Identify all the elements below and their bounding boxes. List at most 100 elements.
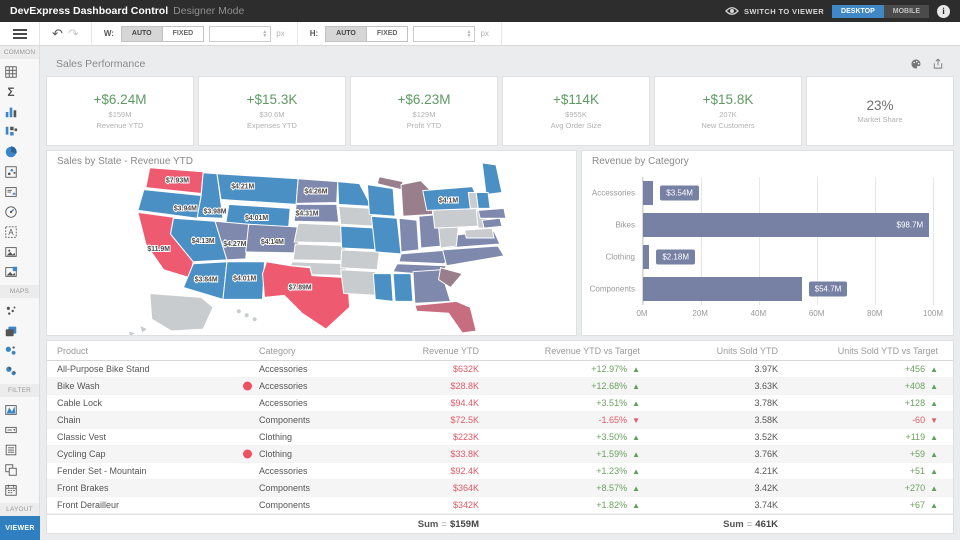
treeview-icon[interactable]	[2, 460, 20, 480]
cell-category: Clothing	[259, 432, 369, 442]
palette-icon[interactable]	[910, 58, 922, 70]
height-input[interactable]	[414, 26, 459, 41]
chart-bar-accessories[interactable]	[643, 181, 654, 205]
kpi-label: Market Share	[857, 115, 903, 124]
map-label: $4.21M	[231, 184, 254, 191]
desktop-button[interactable]: DESKTOP	[832, 4, 884, 18]
card-icon[interactable]	[2, 182, 20, 202]
date-filter-icon[interactable]	[2, 480, 20, 500]
info-button[interactable]: i	[937, 4, 950, 18]
state-wisconsin	[366, 184, 396, 217]
table-row[interactable]: Front Derailleur Components $342K +1.82% ▲ 3.…	[47, 497, 953, 514]
kpi-label: New Customers	[701, 121, 755, 130]
map-label: $3.94M	[174, 205, 197, 212]
kpi-sub-value: $30.6M	[259, 110, 285, 119]
map-title: Sales by State - Revenue YTD	[57, 156, 193, 167]
choropleth-map-icon[interactable]	[2, 321, 20, 341]
state-connecticut	[481, 217, 503, 229]
chart-category-label: Components	[589, 284, 635, 294]
cell-revenue-vs-target: +3.51% ▲	[479, 398, 640, 408]
height-spinner[interactable]: ▲ ▼	[466, 28, 472, 39]
state-texas	[262, 261, 351, 330]
cell-units-vs-target: +456 ▲	[778, 364, 938, 374]
pivot-sum-icon[interactable]: Σ	[7, 85, 15, 99]
width-fixed-button[interactable]: FIXED	[162, 25, 205, 42]
menu-button[interactable]	[0, 22, 40, 45]
cell-units-sold: 3.78K	[754, 398, 778, 408]
pie-icon[interactable]	[2, 142, 20, 162]
chart-row-components: Components $54.7M	[590, 273, 933, 305]
height-fixed-button[interactable]: FIXED	[366, 25, 409, 42]
chart-bar-clothing[interactable]	[643, 245, 650, 269]
export-icon[interactable]	[932, 58, 944, 70]
table-column-header: Units Sold YTD	[716, 345, 778, 356]
cell-units-vs-target: +59 ▲	[778, 449, 938, 459]
delta-value: -60	[912, 415, 926, 425]
chart-gridline	[933, 177, 934, 305]
kpi-card-new-customers[interactable]: +$15.8K 207K New Customers	[654, 76, 802, 146]
viewer-button[interactable]: VIEWER	[0, 516, 40, 540]
section-maps: MAPS	[0, 285, 39, 298]
category-chart-plot: Accessories $3.54M Bikes $98.7M Clothing $2.1…	[590, 177, 934, 305]
switch-to-viewer-button[interactable]: SWITCH TO VIEWER	[725, 6, 824, 16]
chart-icon[interactable]	[2, 102, 20, 122]
cell-revenue-vs-target: +12.97% ▲	[479, 364, 640, 374]
kpi-card-market-share[interactable]: 23% Market Share	[806, 76, 954, 146]
table-row[interactable]: Bike Wash Accessories $28.8K +12.68% ▲ 3.63K +…	[47, 378, 953, 395]
table-row[interactable]: Front Brakes Components $364K +8.57% ▲ 3.42K +…	[47, 480, 953, 497]
kpi-card-profit-ytd[interactable]: +$6.23M $129M Profit YTD	[350, 76, 498, 146]
listbox-icon[interactable]	[2, 440, 20, 460]
state-florida	[414, 300, 477, 334]
width-auto-button[interactable]: AUTO	[120, 25, 163, 42]
height-mode-toggle: AUTO FIXED	[325, 25, 409, 42]
bubble-map-icon[interactable]	[2, 341, 20, 361]
cell-units-vs-target: +67 ▲	[778, 500, 938, 510]
text-box-icon[interactable]: A	[2, 222, 20, 242]
kpi-card-revenue-ytd[interactable]: +$6.24M $159M Revenue YTD	[46, 76, 194, 146]
state-massachusetts	[477, 207, 507, 219]
width-input[interactable]	[210, 26, 255, 41]
table-row[interactable]: Cable Lock Accessories $94.4K +3.51% ▲ 3.78K +…	[47, 395, 953, 412]
chart-bar-value: $3.54M	[660, 185, 699, 201]
table-row[interactable]: All-Purpose Bike Stand Accessories $632K +1…	[47, 361, 953, 378]
geo-point-map-icon[interactable]	[2, 301, 20, 321]
table-row[interactable]: Fender Set - Mountain Accessories $92.4K +1…	[47, 463, 953, 480]
chart-x-tick: 0M	[636, 309, 648, 318]
cell-category-text: Accessories	[259, 398, 308, 408]
pie-map-icon[interactable]	[2, 361, 20, 381]
state-oregon	[137, 189, 202, 219]
table-row[interactable]: Cycling Cap Clothing $33.8K +1.59% ▲ 3.76K +59…	[47, 446, 953, 463]
arrow-down-icon: ▼	[930, 416, 938, 425]
scatter-chart-icon[interactable]	[2, 122, 20, 142]
chart-bar-components[interactable]	[643, 277, 802, 301]
product-table-panel: Product Category Revenue YTD Revenue YTD vs…	[46, 340, 954, 534]
height-auto-button[interactable]: AUTO	[325, 25, 367, 42]
state-mississippi	[372, 273, 394, 302]
width-spinner[interactable]: ▲ ▼	[262, 28, 268, 39]
kpi-card-avg-order-size[interactable]: +$114K $955K Avg Order Size	[502, 76, 650, 146]
height-label: H:	[309, 29, 319, 38]
map-label: $3.98M	[204, 208, 227, 215]
delta-value: +1.59%	[596, 449, 628, 459]
redo-button[interactable]: ↷	[67, 26, 79, 41]
chart-bar-bikes[interactable]: $98.7M	[643, 213, 930, 237]
width-px-label: px	[276, 29, 285, 38]
table-row[interactable]: Classic Vest Clothing $223K +3.50% ▲ 3.52K +11…	[47, 429, 953, 446]
table-row[interactable]: Chain Components $72.5K -1.65% ▼ 3.58K -60 ▼	[47, 412, 953, 429]
svg-text:A: A	[8, 228, 14, 237]
choropleth-map[interactable]: $7.93M $4.21M $4.26M $4.31M $3.94M $3.98…	[47, 151, 576, 335]
chart-bar-value: $98.7M	[896, 220, 924, 230]
range-filter-icon[interactable]	[2, 400, 20, 420]
mobile-button[interactable]: MOBILE	[883, 4, 929, 18]
delta-value: +270	[904, 483, 926, 493]
grid-icon[interactable]	[2, 62, 20, 82]
undo-button[interactable]: ↶	[52, 26, 63, 41]
gauge-icon[interactable]	[2, 202, 20, 222]
scatter-icon[interactable]	[2, 162, 20, 182]
kpi-label: Expenses YTD	[247, 121, 297, 130]
chart-x-tick: 60M	[808, 309, 825, 318]
combobox-icon[interactable]	[2, 420, 20, 440]
image-icon[interactable]	[2, 242, 20, 262]
kpi-card-expenses-ytd[interactable]: +$15.3K $30.6M Expenses YTD	[198, 76, 346, 146]
bound-image-icon[interactable]	[2, 262, 20, 282]
